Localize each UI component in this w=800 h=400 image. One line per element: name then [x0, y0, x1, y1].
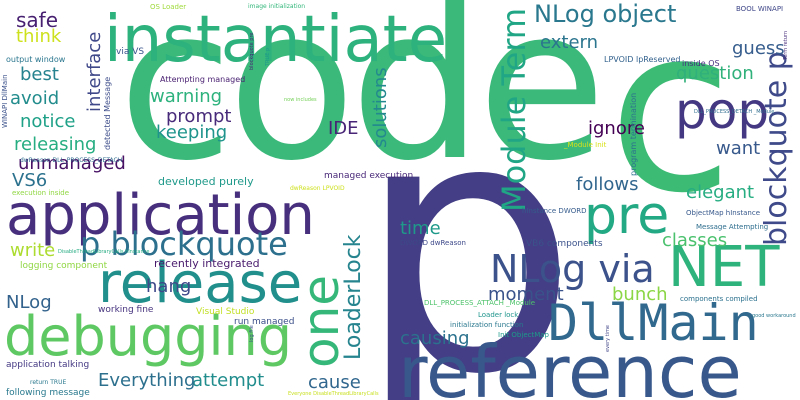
- word-dll-process-detach-module: DLL_PROCESS_DETACH _Module: [694, 109, 775, 115]
- word-dll-process-attach-module: DLL_PROCESS_ATTACH _Module: [424, 299, 536, 307]
- word-vs6: VS6: [12, 170, 48, 191]
- word-instantiate: instantiate: [104, 3, 448, 77]
- word-winapi-dllmain: WINAPI DllMain: [1, 74, 9, 128]
- word-ide: IDE: [328, 118, 359, 139]
- word-loader-lock: Loader lock: [478, 311, 519, 319]
- word-application: application: [6, 183, 315, 248]
- word-c: c: [608, 0, 734, 243]
- word-good-workaround: good workaround: [752, 313, 796, 319]
- word-objectmap-hinstance: ObjectMap hInstance: [686, 209, 761, 217]
- word-causing: causing: [400, 328, 470, 349]
- word-extern: extern: [540, 32, 599, 53]
- word-now-includes: now includes: [284, 97, 317, 103]
- word-releasing: releasing: [14, 134, 97, 155]
- word-blockquote-p: blockquote p: [759, 51, 794, 246]
- word-true-p: TRUE p: [265, 47, 271, 66]
- word-following-message: following message: [6, 388, 90, 398]
- word-dword-dwreason: DWORD dwReason: [400, 239, 466, 247]
- word-every-time: every time: [605, 324, 611, 352]
- word-moment: moment: [488, 284, 564, 305]
- word-attempting-managed: Attempting managed: [160, 75, 246, 84]
- word-run-managed: run managed: [234, 317, 295, 327]
- word-best: best: [20, 64, 59, 85]
- word-via-vs: via VS: [116, 47, 145, 57]
- word-everyone-disablethreadlibrarycalls: Everyone DisableThreadLibraryCalls: [288, 391, 379, 397]
- word-notice: notice: [20, 111, 76, 132]
- word-p-blockquote: p blockquote: [80, 225, 288, 263]
- word-return-true: return TRUE: [30, 379, 67, 386]
- word-vb6-components: VB6 components: [526, 239, 603, 249]
- word-loaderlock: LoaderLock: [341, 234, 366, 360]
- word-message-attempting: Message Attempting: [696, 223, 769, 231]
- word-pop: pop: [675, 82, 770, 140]
- word-release: release: [98, 251, 303, 316]
- word-bunch: bunch: [612, 284, 668, 305]
- word-elegant: elegant: [686, 182, 755, 203]
- word-blockquote-pre: blockquote pre: [249, 32, 255, 71]
- word-net: NET: [668, 235, 780, 300]
- word-output-window: output window: [6, 55, 66, 64]
- word-p: p: [356, 43, 579, 400]
- word-code: code: [118, 0, 606, 207]
- word-developed-purely: developed purely: [158, 175, 254, 188]
- word-initialization-function: initialization function: [450, 321, 524, 329]
- word-keeping: keeping: [156, 122, 228, 143]
- word-one: one: [292, 274, 350, 368]
- word-reference: reference: [398, 330, 742, 400]
- word-hinstance-dword: hInstance DWORD: [522, 207, 587, 215]
- word-term-return: Term return: [783, 31, 789, 60]
- word-application-talking: application talking: [6, 360, 90, 370]
- word-think: think: [16, 26, 62, 47]
- word-debugging: debugging: [4, 305, 293, 368]
- word-attempt: attempt: [192, 370, 265, 391]
- word-nlog-via: NLog via: [490, 247, 655, 291]
- word-module-init: _Module Init: [564, 141, 607, 149]
- word-question: question: [676, 63, 754, 84]
- word-want: want: [716, 138, 761, 159]
- word-nlog-object: NLog object: [534, 0, 677, 28]
- word-log-file: log file: [249, 325, 255, 342]
- word-os-loader: OS Loader: [150, 3, 187, 11]
- word-inside-os: inside OS: [682, 59, 720, 68]
- word-everything: Everything: [98, 370, 196, 391]
- word-dllmain: DllMain: [548, 294, 759, 352]
- word-bool-winapi: BOOL WINAPI: [736, 5, 784, 13]
- word-solutions: solutions: [370, 67, 391, 148]
- word-working-fine: working fine: [98, 305, 154, 315]
- word-ignore: ignore: [588, 118, 645, 139]
- word-interface: interface: [84, 31, 105, 112]
- word-pre: pre: [584, 186, 670, 246]
- word-unmanaged: unmanaged: [18, 153, 126, 174]
- word-dwreason-lpvoid: dwReason LPVOID: [290, 185, 345, 192]
- word-init-objectmap: Init ObjectMap: [498, 331, 549, 339]
- word-avoid: avoid: [10, 88, 60, 109]
- word-recently-integrated: recently integrated: [154, 257, 260, 270]
- word-managed-execution: managed execution: [324, 171, 414, 181]
- word-nlog: NLog: [6, 292, 52, 313]
- word-lpvoid-lpreserved: LPVOID lpReserved: [604, 55, 681, 64]
- word-prompt: prompt: [166, 106, 232, 127]
- word-safe: safe: [16, 8, 59, 32]
- word-warning: warning: [150, 86, 223, 107]
- word-visual-studio: Visual Studio: [196, 307, 255, 317]
- word-cause: cause: [308, 372, 361, 393]
- word-program-termination: program termination: [629, 92, 638, 176]
- word-execution-inside: execution inside: [12, 189, 70, 197]
- word-hang: hang: [146, 276, 192, 297]
- word-time: time: [400, 218, 441, 239]
- word-dwreason-dll-process-detach: dwReason DLL_PROCESS_DETACH: [20, 157, 123, 164]
- word-components-compiled: components compiled: [680, 295, 758, 303]
- word-write: write: [10, 240, 56, 261]
- word-guess: guess: [732, 38, 785, 59]
- word-follows: follows: [576, 174, 639, 195]
- word-disablethreadlibrarycalls-hinstance: DisableThreadLibraryCalls hInstance: [58, 249, 150, 255]
- word-image-initialization: image initialization: [248, 3, 306, 10]
- word-classes: classes: [662, 230, 728, 251]
- word-detected-message: detected Message: [103, 76, 112, 150]
- word-module-term: Module Term: [495, 7, 533, 212]
- word-logging-component: logging component: [20, 261, 108, 271]
